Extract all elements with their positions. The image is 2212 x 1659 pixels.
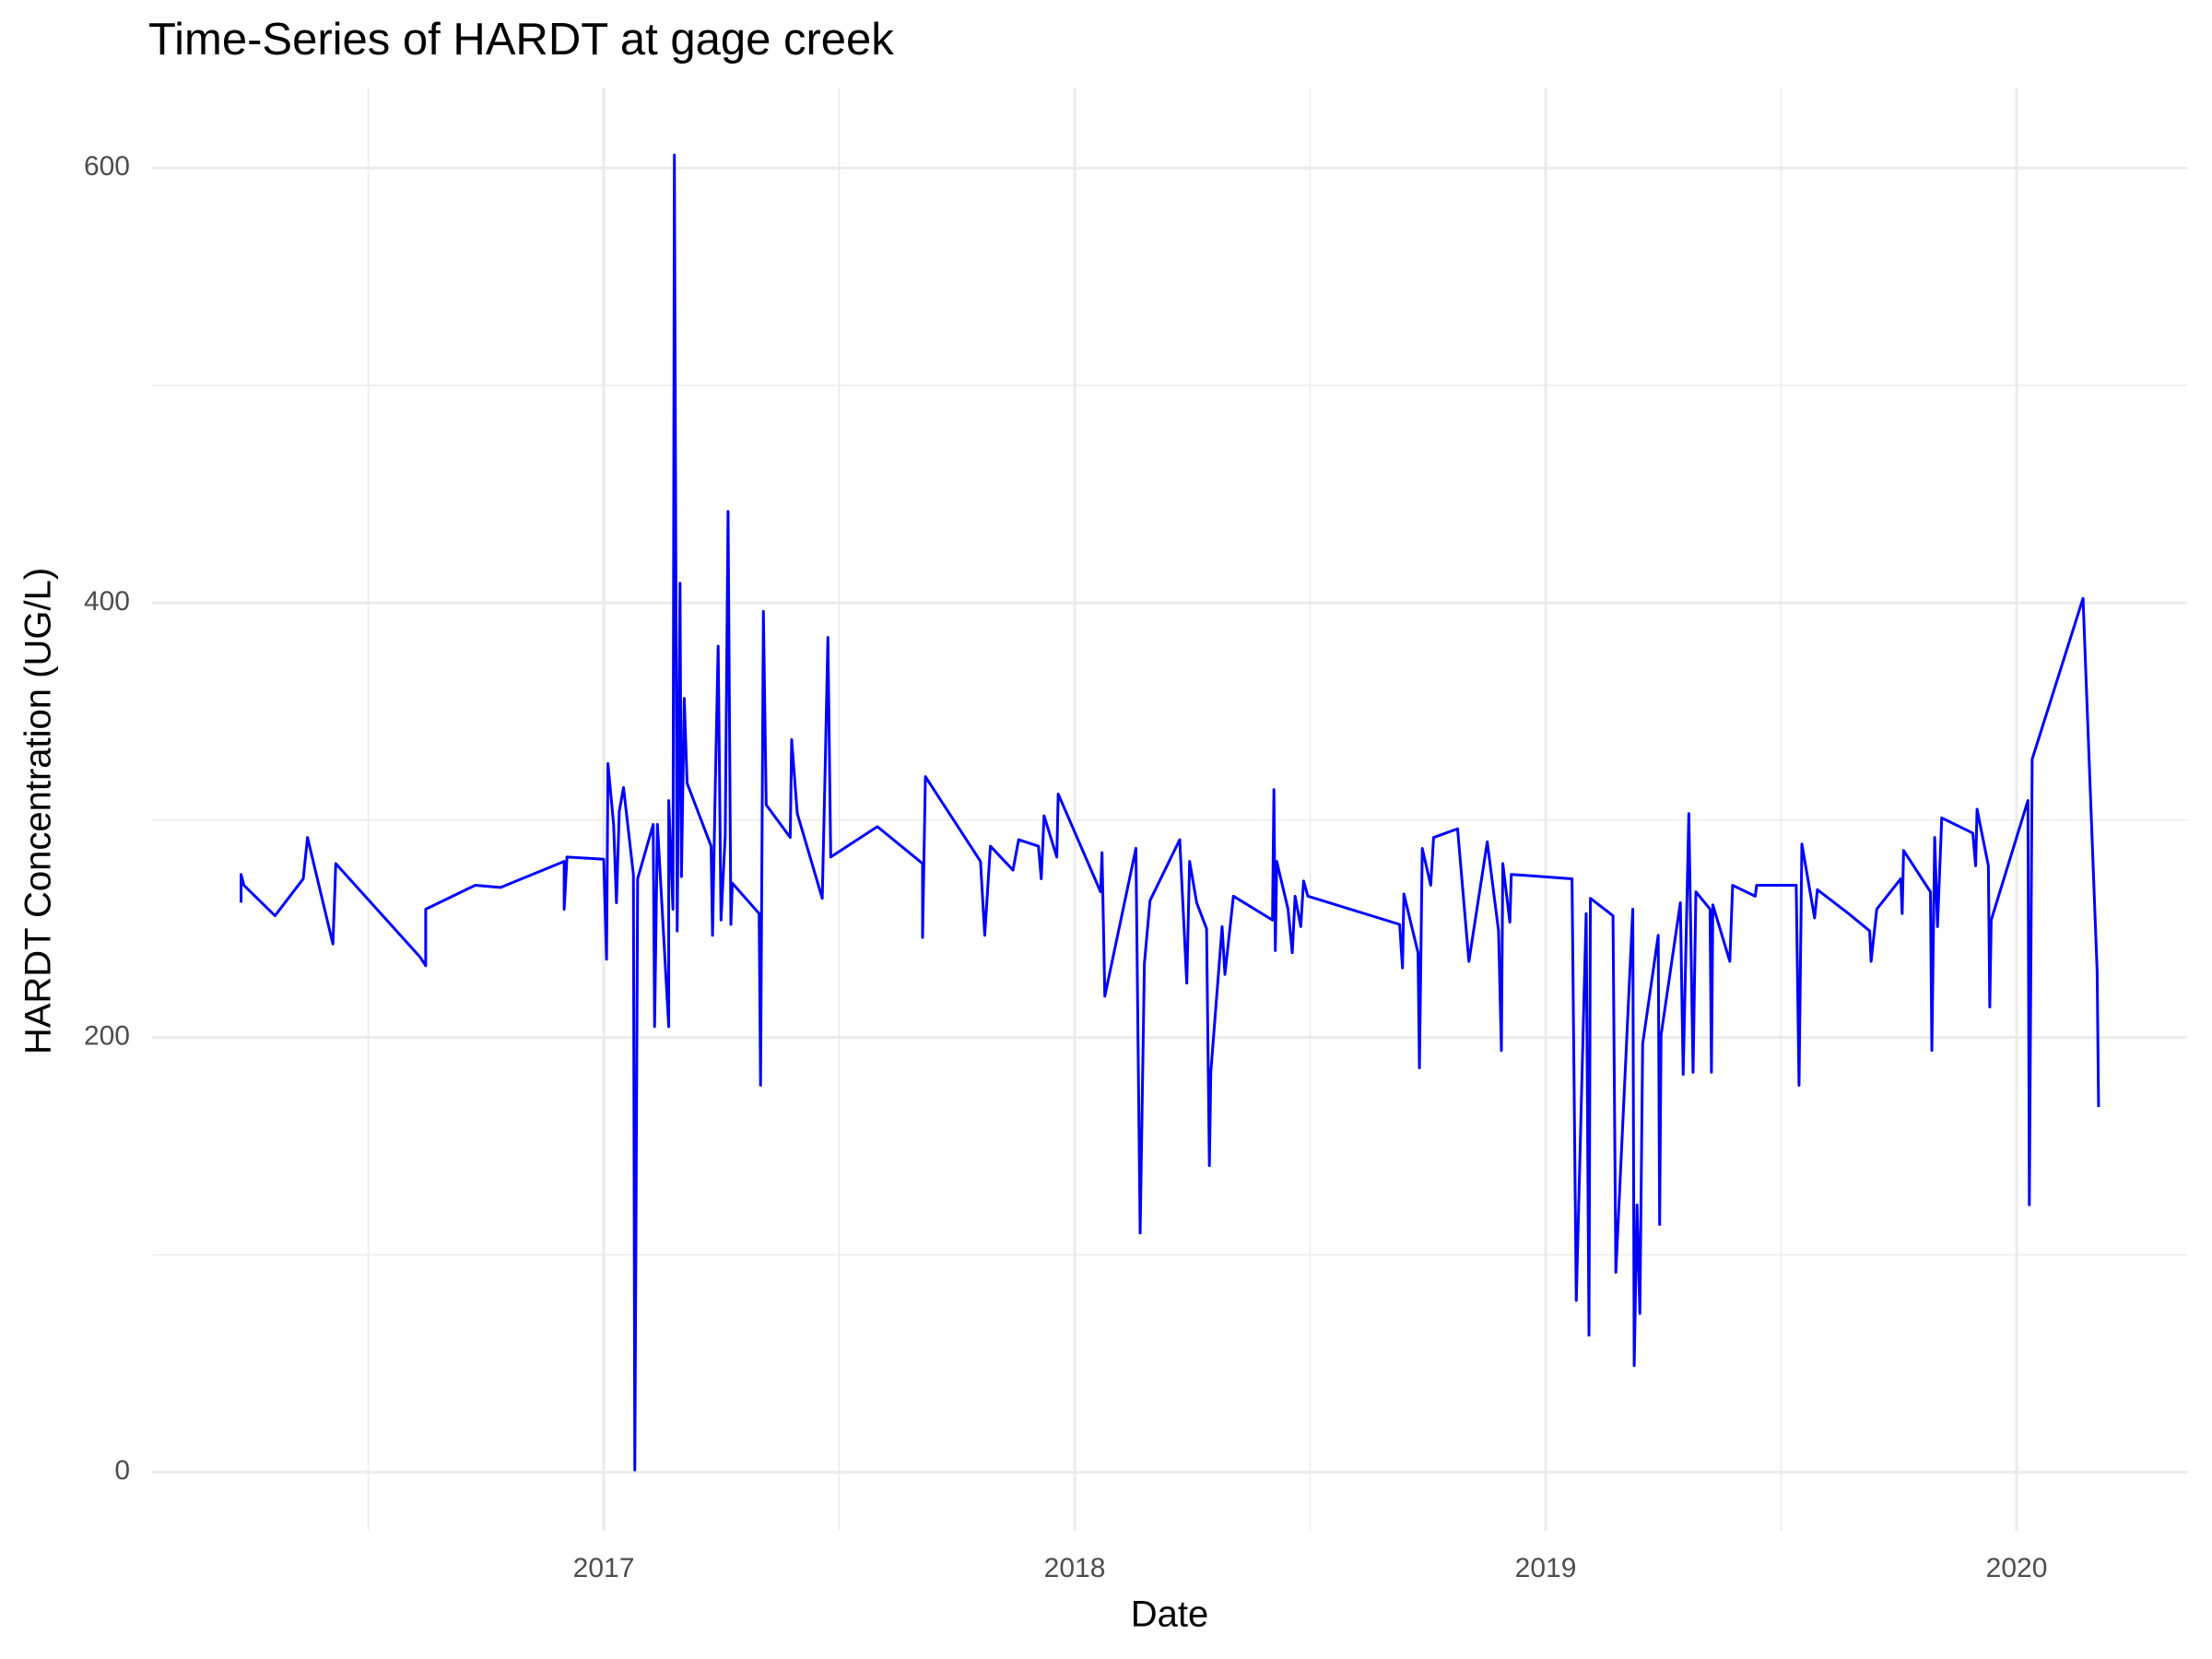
grid: [152, 88, 2187, 1531]
x-tick-label: 2017: [573, 1553, 635, 1583]
y-tick-label: 0: [114, 1455, 130, 1486]
plot-area: [240, 153, 2100, 1472]
chart-title: Time-Series of HARDT at gage creek: [148, 15, 894, 65]
y-tick-label: 600: [84, 151, 130, 182]
y-tick-label: 200: [84, 1021, 130, 1052]
y-axis-label: HARDT Concentration (UG/L): [18, 568, 59, 1054]
y-tick-label: 400: [84, 586, 130, 617]
x-axis-label: Date: [1131, 1594, 1209, 1635]
x-tick-label: 2020: [1986, 1553, 2048, 1583]
data-line: [240, 153, 2100, 1472]
x-tick-label: 2018: [1044, 1553, 1106, 1583]
x-tick-label: 2019: [1515, 1553, 1577, 1583]
